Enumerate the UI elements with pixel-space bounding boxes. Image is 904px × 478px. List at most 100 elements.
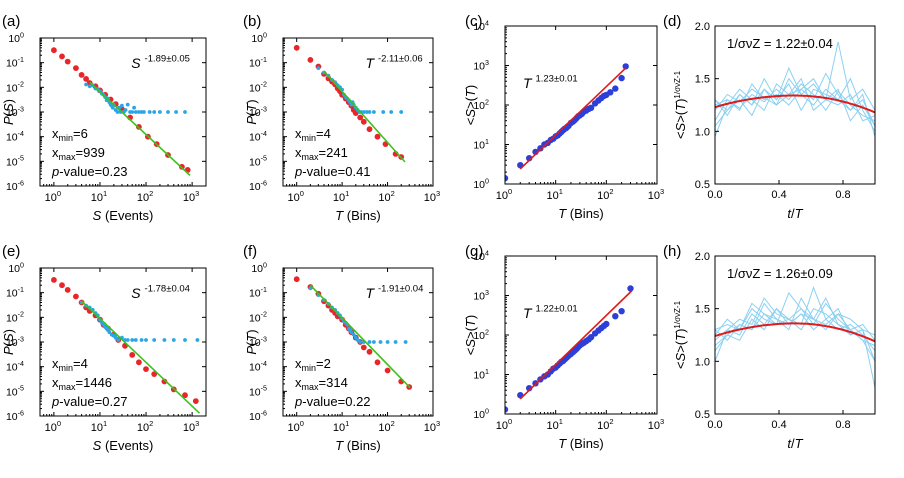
xmin-label: xmin=2: [295, 356, 331, 373]
data-point: [73, 293, 79, 300]
x-axis-label: t/T: [787, 206, 803, 221]
data-point-secondary: [183, 338, 187, 342]
data-point-secondary: [120, 103, 124, 108]
fit-label: S -1.78±0.04: [131, 284, 190, 301]
xmax-label: xmax=314: [295, 375, 348, 392]
y-tick-label: 10-3: [6, 335, 24, 349]
fit-label: T -1.91±0.04: [366, 284, 425, 301]
panel-g: 100 101 102 103 100 101 102 103 104: [473, 249, 664, 432]
series-line: [715, 77, 875, 122]
data-point: [587, 104, 595, 112]
x-axis-label: T (Bins): [335, 438, 381, 453]
y-axis-label: <S>(T): [463, 85, 478, 125]
pvalue-label: p-value=0.41: [294, 164, 371, 179]
y-axis-label: P(S): [1, 99, 16, 125]
y-tick-label: 0.5: [695, 409, 710, 421]
x-tick-label: 103: [648, 187, 664, 202]
x-tick-label: 102: [597, 187, 613, 202]
y-tick-label: 10-2: [249, 81, 267, 95]
x-axis-label: S (Events): [93, 438, 154, 453]
x-tick-label: 101: [91, 189, 107, 204]
plot-area: [715, 41, 875, 137]
data-point-secondary: [142, 110, 146, 114]
data-point-secondary: [87, 84, 92, 89]
x-axis-label: t/T: [787, 436, 803, 451]
data-point: [307, 57, 314, 63]
data-point-secondary: [130, 338, 135, 342]
pvalue-label: p-value=0.27: [51, 394, 128, 409]
panel-label: (h): [663, 243, 681, 260]
x-tick-label: 102: [137, 419, 153, 434]
data-point: [64, 287, 71, 293]
y-tick-label: 10-6: [6, 179, 24, 193]
y-tick-label: 10-1: [6, 286, 24, 300]
data-point-secondary: [162, 338, 167, 342]
data-point: [78, 72, 85, 78]
y-tick-label: 1.0: [695, 356, 710, 368]
x-tick-label: 100: [496, 187, 512, 202]
x-tick-label: 101: [333, 419, 349, 434]
data-point-secondary: [158, 110, 162, 114]
data-point-secondary: [385, 340, 390, 344]
y-tick-label: 104: [473, 249, 489, 263]
panel-h: 0.0 0.4 0.8 0.5 1.0 1.5 2.0: [695, 251, 876, 431]
data-point-secondary: [125, 102, 130, 107]
panel-d: 0.0 0.4 0.8 0.5 1.0 1.5 2.0: [695, 21, 876, 201]
x-tick-label: 0.4: [771, 419, 786, 431]
y-tick-label: 10-3: [6, 105, 24, 119]
data-point: [73, 65, 79, 71]
fit-label: T 1.23±0.01: [523, 74, 578, 91]
data-point-secondary: [381, 110, 386, 114]
data-point-secondary: [166, 110, 170, 114]
axes-frame: [714, 25, 876, 185]
data-point-secondary: [367, 340, 372, 344]
data-point: [151, 371, 158, 377]
y-tick-label: 10-3: [249, 105, 267, 119]
data-point: [136, 359, 142, 366]
data-point: [51, 47, 57, 54]
plot-area: [51, 277, 201, 414]
data-point-secondary: [372, 340, 376, 344]
y-tick-label: 1.0: [695, 126, 710, 138]
xmin-label: xmin=4: [52, 356, 88, 373]
data-point: [51, 277, 57, 283]
data-point-secondary: [403, 340, 408, 344]
xmax-label: xmax=939: [52, 145, 105, 162]
data-point-secondary: [361, 110, 366, 114]
data-point: [293, 44, 300, 51]
data-point: [293, 276, 300, 283]
panel-a: 100 101 102 103 10-6 10-5 10-4 10-3 10-2 10-1 100: [6, 31, 207, 204]
y-axis-label: <S>(T)1/σνZ-1: [673, 300, 688, 369]
panel-b: 100 101 102 103 10-6 10-5 10-4 10-3 10-2 10-1 100: [249, 31, 440, 204]
x-axis-label: T (Bins): [558, 206, 604, 221]
y-tick-label: 103: [473, 59, 489, 73]
y-tick-label: 1.5: [695, 304, 710, 316]
panel-label: (c): [465, 13, 483, 30]
data-point-secondary: [130, 110, 135, 114]
panel-f: 100 101 102 103 10-6 10-5 10-4 10-3 10-2 10-1 100: [249, 261, 440, 434]
x-tick-label: 100: [45, 419, 61, 434]
data-point-secondary: [399, 110, 404, 114]
panel-label: (b): [243, 13, 261, 30]
panel-label: (d): [663, 13, 681, 30]
series-line: [715, 286, 875, 352]
data-point: [360, 118, 367, 125]
x-tick-label: 100: [45, 189, 61, 204]
x-tick-label: 102: [378, 419, 394, 434]
x-tick-label: 103: [648, 417, 664, 432]
pvalue-label: p-value=0.22: [294, 394, 371, 409]
data-point-secondary: [174, 110, 179, 114]
data-point: [627, 285, 634, 292]
y-tick-label: 102: [473, 328, 489, 342]
data-point: [59, 53, 65, 60]
data-point-secondary: [139, 338, 144, 342]
data-point-secondary: [147, 110, 152, 114]
y-tick-label: 10-6: [6, 409, 24, 423]
data-point-secondary: [171, 338, 176, 342]
fit-line: [309, 284, 411, 389]
series-line: [715, 297, 875, 362]
data-point-secondary: [364, 110, 369, 114]
xmax-label: xmax=241: [295, 145, 348, 162]
x-tick-label: 0.8: [835, 189, 850, 201]
panel-label: (g): [465, 243, 483, 260]
